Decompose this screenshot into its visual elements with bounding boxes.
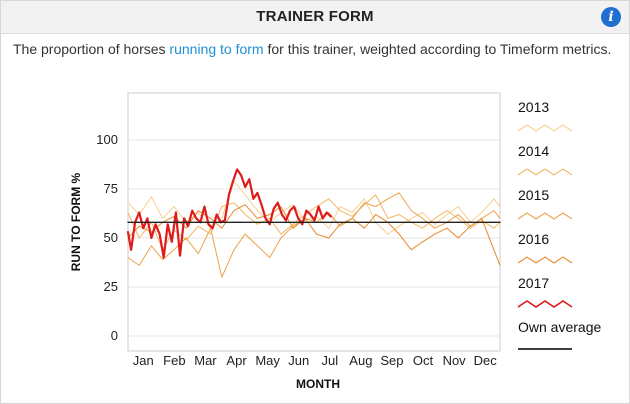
legend-label: 2017 (518, 275, 549, 291)
legend-label: 2015 (518, 187, 549, 203)
legend-label: 2013 (518, 99, 549, 115)
description-text-before: The proportion of horses (13, 41, 170, 57)
x-tick-label: Dec (474, 353, 498, 368)
y-tick-label: 0 (111, 328, 118, 343)
x-tick-label: Apr (226, 353, 247, 368)
legend-swatch (517, 168, 573, 176)
grid-lines (128, 139, 500, 337)
description-text-after: for this trainer, weighted according to … (263, 41, 612, 57)
x-tick-label: Jul (321, 353, 338, 368)
legend-swatch (517, 212, 573, 220)
panel-title: TRAINER FORM (256, 8, 374, 25)
y-tick-label: 75 (104, 181, 118, 196)
series-lines (126, 168, 501, 278)
x-tick-label: Feb (163, 353, 185, 368)
x-tick-label: Nov (443, 353, 467, 368)
series-line-2017 (126, 168, 332, 259)
legend-swatch (517, 256, 573, 264)
x-tick-label: Jun (288, 353, 309, 368)
legend-label: 2014 (518, 143, 549, 159)
y-tick-label: 50 (104, 230, 118, 245)
running-to-form-link[interactable]: running to form (169, 41, 264, 57)
y-axis-ticks: 0 25 50 75 100 (96, 132, 118, 343)
legend-swatch (517, 124, 573, 132)
panel-header: TRAINER FORM i (1, 1, 629, 34)
x-tick-label: Aug (349, 353, 372, 368)
x-axis-title: MONTH (296, 377, 340, 391)
chart-description: The proportion of horses running to form… (13, 41, 623, 57)
x-tick-label: Mar (194, 353, 217, 368)
x-tick-label: Jan (133, 353, 154, 368)
y-tick-label: 100 (96, 132, 118, 147)
legend-label: 2016 (518, 231, 549, 247)
legend: 2013 2014 2015 2016 2017 Own average (517, 99, 601, 350)
info-icon[interactable]: i (601, 7, 621, 27)
series-line-2014 (127, 194, 501, 251)
y-tick-label: 25 (104, 279, 118, 294)
x-axis-ticks: Jan Feb Mar Apr May Jun Jul Aug Sep Oct Nov Dec (133, 353, 497, 368)
x-tick-label: Sep (380, 353, 403, 368)
legend-swatch (517, 300, 573, 308)
x-tick-label: Oct (413, 353, 434, 368)
y-axis-title: RUN TO FORM % (69, 172, 83, 271)
x-tick-label: May (255, 353, 280, 368)
legend-label: Own average (518, 319, 601, 335)
